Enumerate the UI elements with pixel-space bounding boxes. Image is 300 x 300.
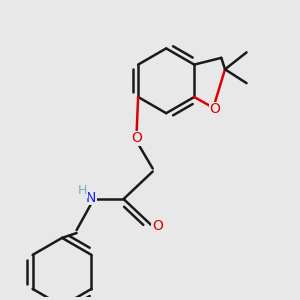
- Text: O: O: [152, 219, 163, 233]
- Text: N: N: [86, 190, 96, 205]
- Text: H: H: [78, 184, 88, 197]
- Text: O: O: [209, 102, 220, 116]
- Text: O: O: [131, 131, 142, 145]
